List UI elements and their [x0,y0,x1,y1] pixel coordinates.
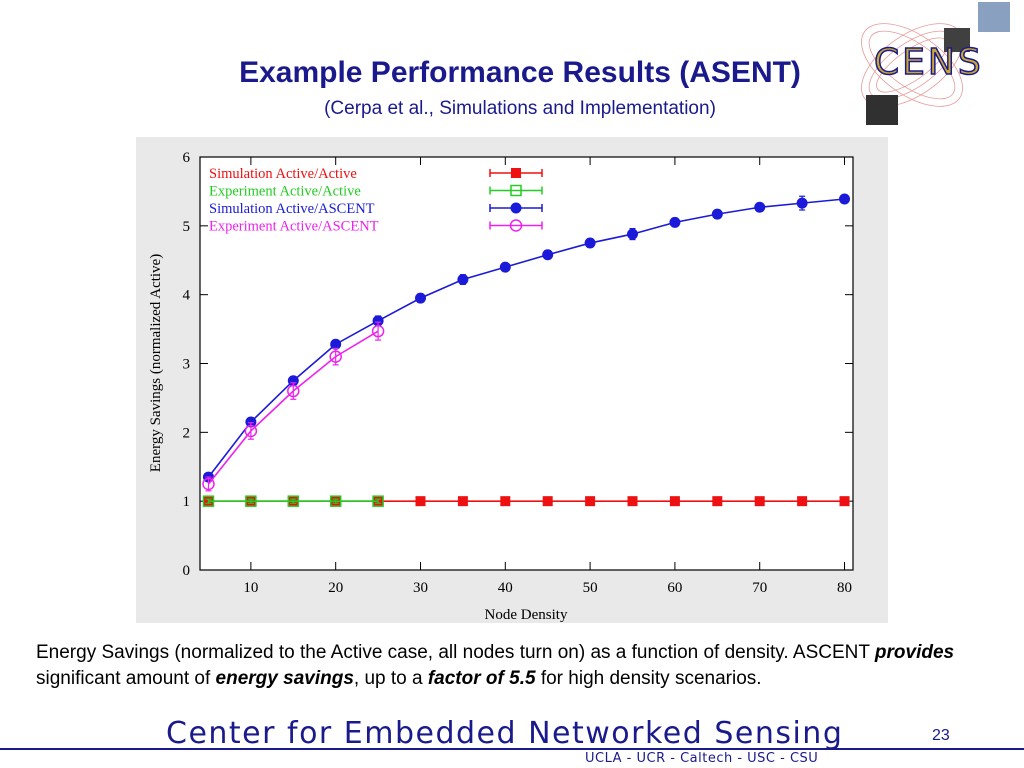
data-point-circle [711,208,723,220]
y-tick-label: 5 [183,219,191,235]
series-2 [202,495,384,507]
data-point-circle [584,237,596,249]
data-point-circle [627,228,639,240]
data-point-circle [839,193,851,205]
slide-title: Example Performance Results (ASENT) [239,56,801,89]
data-point-circle-open [202,477,215,491]
x-tick-label: 50 [583,580,598,596]
slide-subtitle: (Cerpa et al., Simulations and Implement… [324,98,716,119]
legend-label: Experiment Active/Active [209,184,361,200]
cens-logo: CENS [861,2,1010,125]
chart-panel: 0 1 2 3 4 5 6 10 20 30 40 50 60 70 80 Simulation Activ… [136,137,888,623]
data-point-square [415,496,426,507]
caption-text-4: for high density scenarios. [535,668,762,689]
y-tick-label: 3 [183,357,191,373]
data-point-square [797,496,808,507]
data-point-circle-open [371,324,385,338]
y-tick-label: 2 [183,425,191,441]
data-point-circle [287,375,299,387]
data-point-square [839,496,850,507]
data-point-circle [414,292,426,304]
energy-savings-chart: 0 1 2 3 4 5 6 10 20 30 40 50 60 70 80 Simulation Activ… [148,150,854,623]
caption-emphasis-provides: provides [874,642,955,663]
data-point-square [511,168,521,178]
x-tick-label: 80 [837,580,852,596]
data-point-square-open [202,495,215,507]
data-point-circle-open [329,350,342,363]
legend-label: Simulation Active/Active [209,166,357,182]
series-layer [202,193,851,507]
axis-ticks: 0 1 2 3 4 5 6 10 20 30 40 50 60 70 80 [183,150,853,596]
data-point-square [542,496,553,507]
x-tick-label: 40 [498,580,513,596]
data-point-square-open [372,495,384,507]
data-point-circle [499,261,511,273]
caption-emphasis-energy-savings: energy savings [215,668,354,689]
data-point-square [500,496,511,507]
slide-caption: Energy Savings (normalized to the Active… [36,640,956,692]
data-point-square [669,496,680,507]
data-point-circle [669,216,681,228]
y-tick-label: 6 [183,150,191,166]
footer-divider [0,748,1024,750]
y-tick-label: 1 [183,494,191,510]
x-tick-label: 10 [243,580,258,596]
data-point-circle [542,249,554,261]
series-4 [202,321,385,492]
data-point-circle-open [244,424,258,438]
data-point-circle [245,416,257,428]
data-point-square-open [245,495,257,507]
data-point-circle [372,315,384,327]
data-point-circle [796,197,808,209]
data-point-circle-open [287,384,300,398]
legend-label: Experiment Active/ASCENT [209,219,379,235]
data-point-circle [330,338,342,350]
footer-institutions: UCLA - UCR - Caltech - USC - CSU [585,751,819,766]
data-point-circle-open [509,219,523,232]
series-line [207,198,845,478]
x-tick-label: 20 [328,580,343,596]
page-number: 23 [932,727,950,744]
x-tick-label: 60 [667,580,682,596]
x-tick-label: 30 [413,580,428,596]
caption-emphasis-factor: factor of 5.5 [427,668,536,689]
data-point-circle [457,274,469,286]
logo-text: CENS [874,42,984,83]
x-tick-label: 70 [752,580,767,596]
data-point-square [712,496,723,507]
caption-text-3: , up to a [353,668,428,689]
y-tick-label: 0 [183,563,191,579]
data-point-square-open [287,495,300,507]
y-tick-label: 4 [183,288,191,304]
data-point-square-open [329,495,342,507]
footer-banner: Center for Embedded Networked Sensing [166,716,844,751]
x-axis-label: Node Density [485,607,568,623]
data-point-circle [754,201,766,213]
data-point-square [627,496,638,507]
legend: Simulation Active/Active Experiment Activ… [209,166,543,235]
data-point-square [754,496,765,507]
caption-text-1: Energy Savings (normalized to the Active… [36,642,875,663]
caption-text-2: significant amount of [36,668,216,689]
series-3 [202,193,851,483]
data-point-circle [510,202,522,214]
data-point-square-open [510,184,522,197]
data-point-square [457,496,468,507]
y-axis-label: Energy Savings (normalized Active) [148,254,164,472]
data-point-square [585,496,596,507]
legend-label: Simulation Active/ASCENT [209,201,375,217]
